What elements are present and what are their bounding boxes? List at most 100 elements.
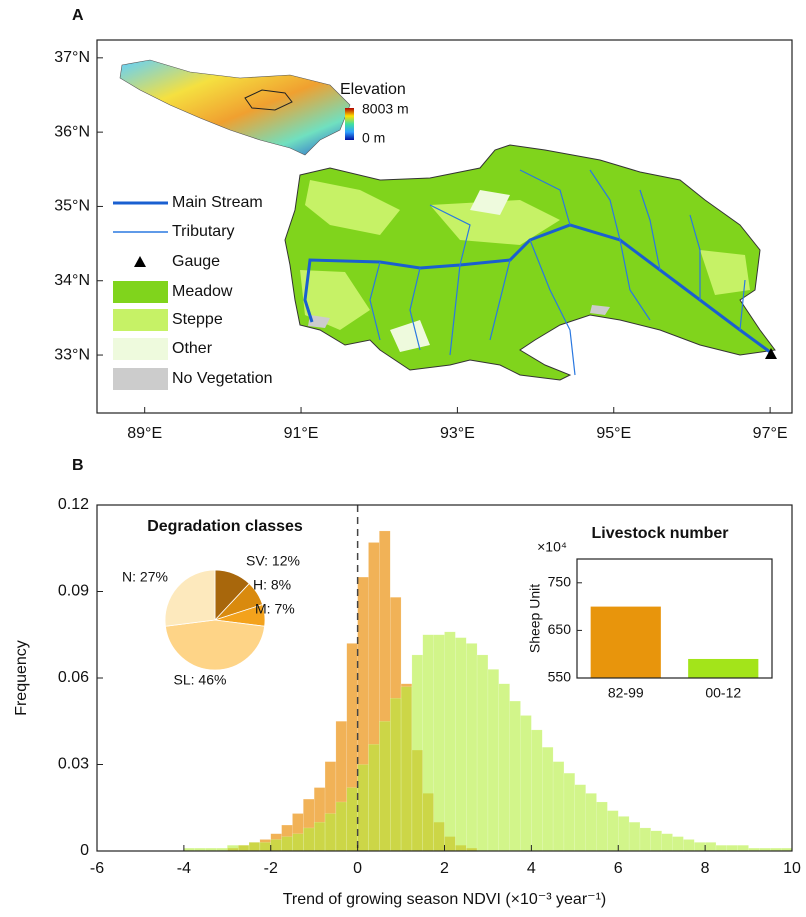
hist-bar [249,842,260,851]
hist-bar [662,834,673,851]
inset-title: Elevation [340,81,406,98]
x-tick-label: 2 [440,860,449,877]
hist-bar [542,747,553,851]
hist-bar [488,669,499,851]
hist-bar [629,822,640,851]
y-tick-label: 36°N [54,123,90,140]
hist-bar [379,721,390,851]
x-tick-label: -2 [264,860,278,877]
y-tick-label: 0.03 [58,756,89,773]
x-tick-label: 6 [614,860,623,877]
hist-bar [597,802,608,851]
hist-bar [358,765,369,852]
hist-bar [314,822,325,851]
x-tick-label: 95°E [596,425,631,442]
bar-title: Livestock number [592,525,729,542]
hist-bar [553,762,564,851]
legend-label: Steppe [172,311,223,328]
colorbar-label: 0 m [362,130,385,146]
y-tick-label: 750 [548,574,572,590]
hist-bar [368,744,379,851]
legend-label: No Vegetation [172,370,273,387]
y-tick-label: 33°N [54,346,90,363]
figure: A B Elevation 8003 m 0 m Main Stre [0,0,806,917]
hist-bar [390,698,401,851]
y-tick-label: 0.09 [58,583,89,600]
hist-bar [716,845,727,851]
pie-label: SL: 46% [174,672,227,688]
pie-label: SV: 12% [246,553,300,569]
pie-label: N: 27% [122,569,168,585]
legend-label: Meadow [172,283,233,300]
hist-bar [455,638,466,851]
hist-bar [434,635,445,851]
hist-bar [694,842,705,851]
pie-slice [165,620,264,670]
hist-bar [738,845,749,851]
bar [688,659,758,678]
legend-swatch [113,281,168,303]
hist-bar [683,839,694,851]
hist-bar [499,684,510,851]
x-tick-label: 00-12 [705,685,741,701]
hist-bar [227,845,238,851]
x-tick-label: 97°E [753,425,788,442]
y-tick-label: 550 [548,669,572,685]
x-tick-label: 91°E [284,425,319,442]
hist-bar [292,834,303,851]
legend-swatch [113,368,168,390]
x-tick-label: -4 [177,860,191,877]
x-tick-label: 10 [783,860,801,877]
y-tick-label: 34°N [54,272,90,289]
hist-bar [607,811,618,851]
y-tick-label: 0.06 [58,669,89,686]
hist-bar [477,655,488,851]
hist-bar [531,730,542,851]
x-axis-label: Trend of growing season NDVI (×10⁻³ year… [283,891,607,908]
panel-label: A [72,7,84,24]
hist-bar [727,845,738,851]
hist-bar [705,842,716,851]
hist-bar [260,842,271,851]
x-tick-label: 82-99 [608,685,644,701]
legend-label: Main Stream [172,194,263,211]
legend-label: Other [172,340,213,357]
hist-bar [282,837,293,851]
plateau-inset [120,60,350,155]
hist-bar [303,828,314,851]
hist-bar [238,845,249,851]
hist-bar [401,687,412,851]
hist-bar [640,828,651,851]
y-tick-label: 37°N [54,49,90,66]
x-tick-label: 4 [527,860,536,877]
hist-bar [564,773,575,851]
hist-bar [651,831,662,851]
x-tick-label: 8 [701,860,710,877]
hist-bar [412,655,423,851]
pie-slice [165,570,215,626]
axis-multiplier: ×10⁴ [537,539,567,555]
hist-bar [445,632,456,851]
y-tick-label: 650 [548,621,572,637]
legend-swatch [113,338,168,360]
x-tick-label: 89°E [127,425,162,442]
hist-bar [347,788,358,851]
legend-label: Tributary [172,223,235,240]
hist-bar [423,635,434,851]
y-axis-label: Sheep Unit [527,584,543,653]
y-axis-label: Frequency [13,640,30,716]
basin-map [285,145,777,380]
bar [591,607,661,678]
x-tick-label: 0 [353,860,362,877]
y-tick-label: 0.12 [58,496,89,513]
hist-bar [618,816,629,851]
y-tick-label: 35°N [54,198,90,215]
hist-bar [673,837,684,851]
pie-label: M: 7% [255,601,295,617]
y-tick-label: 0 [80,842,89,859]
hist-bar [521,715,532,851]
hist-bar [466,643,477,851]
legend-label: Gauge [172,253,220,270]
hist-bar [325,814,336,851]
hist-bar [575,785,586,851]
